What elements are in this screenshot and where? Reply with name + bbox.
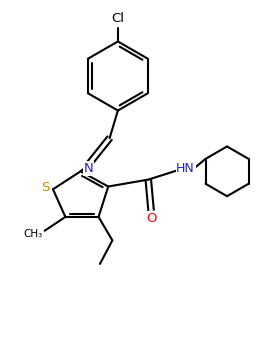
Text: HN: HN bbox=[176, 162, 195, 175]
Text: Cl: Cl bbox=[111, 12, 124, 25]
Text: CH₃: CH₃ bbox=[24, 229, 43, 239]
Text: O: O bbox=[146, 212, 157, 225]
Text: N: N bbox=[84, 162, 94, 175]
Text: S: S bbox=[41, 181, 49, 194]
